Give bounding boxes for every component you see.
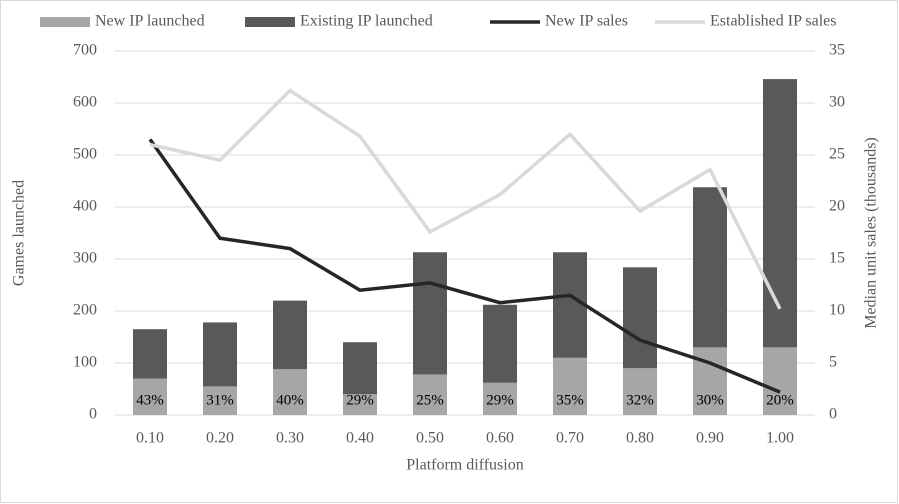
bar [133,378,167,415]
y2-tick-label: 35 [829,42,845,59]
y2-tick-label: 10 [829,302,845,319]
x-axis-title: Platform diffusion [406,457,523,474]
legend-swatch [245,17,295,27]
y-tick-label: 400 [73,198,97,215]
share-label: 29% [346,392,374,408]
bar [763,79,797,348]
y2-tick-label: 25 [829,146,845,163]
share-label: 35% [556,392,584,408]
bar [413,374,447,415]
legend-swatch [40,17,90,27]
y2-tick-label: 15 [829,250,845,267]
line [148,138,781,394]
y-axis-title: Games launched [11,180,28,286]
share-label: 25% [416,392,444,408]
y2-tick-label: 30 [829,94,845,111]
y-tick-label: 100 [73,354,97,371]
legend-label: Established IP sales [710,13,837,30]
bar [483,382,517,415]
x-tick-label: 1.00 [766,430,794,447]
x-tick-label: 0.80 [626,430,654,447]
y-tick-label: 700 [73,42,97,59]
y-tick-label: 300 [73,250,97,267]
x-tick-label: 0.10 [136,430,164,447]
share-label: 31% [206,392,234,408]
bar [553,252,587,358]
legend-label: Existing IP launched [300,13,433,30]
y-tick-label: 200 [73,302,97,319]
bar [203,386,237,415]
x-tick-label: 0.70 [556,430,584,447]
share-label: 40% [276,392,304,408]
bar [273,369,307,415]
bar [553,357,587,415]
x-tick-label: 0.90 [696,430,724,447]
legend-label: New IP launched [95,13,205,30]
y2-tick-label: 0 [829,406,837,423]
share-label: 29% [486,392,514,408]
x-tick-label: 0.30 [276,430,304,447]
bar [343,394,377,415]
x-tick-label: 0.60 [486,430,514,447]
line [149,88,782,310]
bar [483,304,517,383]
bar [763,347,797,415]
y-tick-label: 0 [89,406,97,423]
x-tick-label: 0.20 [206,430,234,447]
bar [343,342,377,395]
y2-tick-label: 20 [829,198,845,215]
share-label: 30% [696,392,724,408]
y2-tick-label: 5 [829,354,837,371]
share-label: 20% [766,392,794,408]
bar [413,252,447,375]
bar [623,368,657,415]
bar [133,329,167,379]
x-tick-label: 0.50 [416,430,444,447]
bar [273,300,307,370]
x-tick-label: 0.40 [346,430,374,447]
bar [623,267,657,369]
bar [693,187,727,348]
legend-label: New IP sales [545,13,628,30]
y2-axis-title: Median unit sales (thousands) [863,137,880,329]
y-tick-label: 600 [73,94,97,111]
share-label: 32% [626,392,654,408]
share-label: 43% [136,392,164,408]
bar [203,322,237,387]
y-tick-label: 500 [73,146,97,163]
